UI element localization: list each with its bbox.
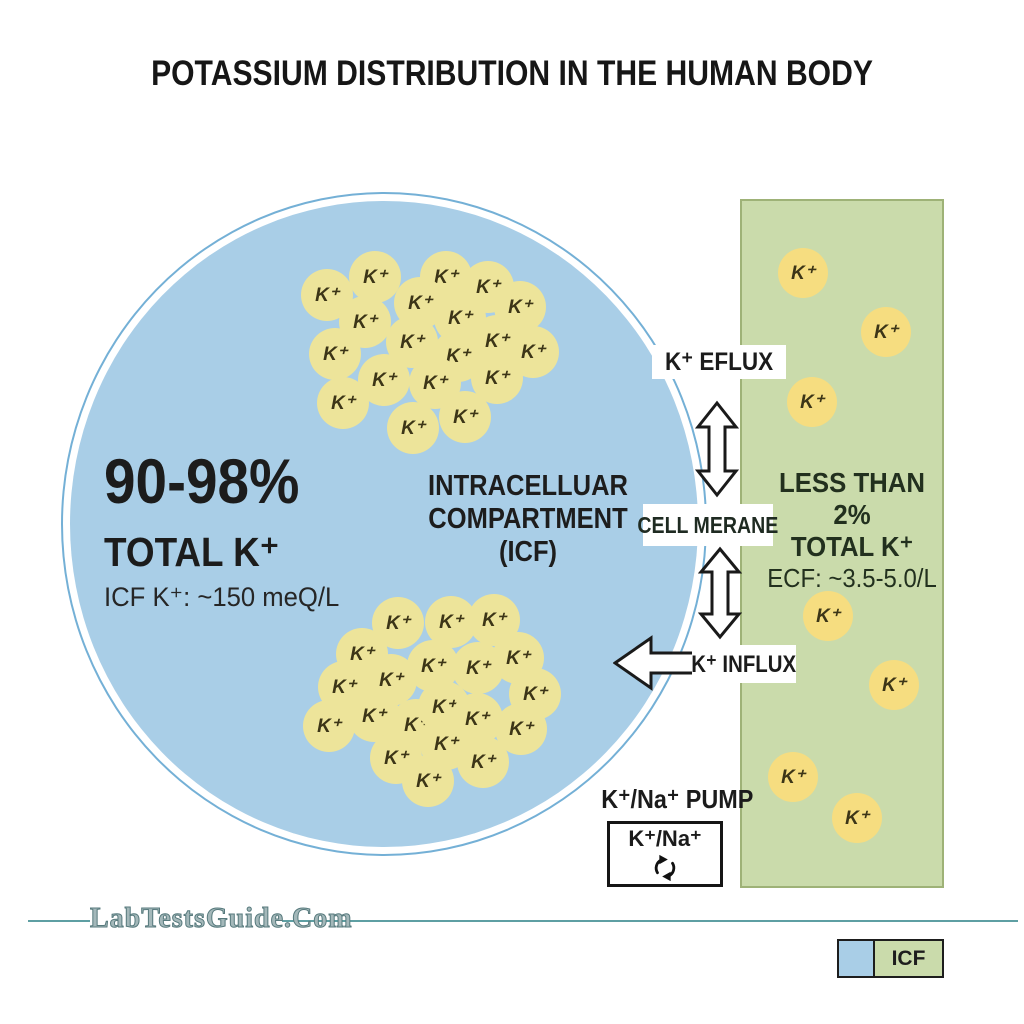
icf-percentage: 90-98% bbox=[104, 447, 300, 517]
legend-label-cell: ICF bbox=[875, 941, 942, 976]
icf-compartment-line2: COMPARTMENT bbox=[428, 503, 628, 535]
icf-concentration: ICF K⁺: ~150 meQ/L bbox=[104, 582, 340, 612]
ecf-total-label: TOTAL K⁺ bbox=[790, 531, 914, 562]
efflux-label-band: K⁺ EFLUX bbox=[652, 345, 786, 379]
cell-membrane-label: CELL MERANE bbox=[637, 511, 779, 538]
pump-box: K⁺/Na⁺ bbox=[607, 821, 723, 887]
footer-divider-left bbox=[28, 920, 90, 922]
ecf-concentration: ECF: ~3.5-5.0/L bbox=[767, 563, 937, 593]
cell-membrane-label-band: CELL MERANE bbox=[638, 504, 778, 546]
icf-compartment-caption: INTRACELLUAR COMPARTMENT (ICF) bbox=[422, 470, 633, 569]
efflux-double-arrow-icon bbox=[695, 400, 739, 498]
ecf-percentage: LESS THAN 2% bbox=[779, 467, 925, 530]
page-title: POTASSIUM DISTRIBUTION IN THE HUMAN BODY bbox=[151, 54, 873, 93]
icf-compartment-line3: (ICF) bbox=[498, 536, 558, 568]
pump-cycle-icon bbox=[654, 854, 676, 882]
membrane-double-arrow-icon bbox=[698, 546, 742, 640]
pump-box-label: K⁺/Na⁺ bbox=[628, 826, 702, 851]
legend: ICF bbox=[837, 939, 944, 978]
efflux-label: K⁺ EFLUX bbox=[664, 348, 774, 376]
watermark: LabTestsGuide.Com bbox=[90, 903, 353, 935]
pump-title: K⁺/Na⁺ PUMP bbox=[601, 784, 754, 814]
icf-compartment-line1: INTRACELLUAR bbox=[428, 470, 628, 502]
influx-label-band: K⁺ INFLUX bbox=[692, 645, 796, 683]
influx-label: K⁺ INFLUX bbox=[691, 650, 797, 678]
legend-icf-swatch bbox=[839, 941, 875, 976]
icf-total-label: TOTAL K⁺ bbox=[104, 529, 280, 575]
legend-label: ICF bbox=[891, 946, 926, 970]
footer-divider-right bbox=[282, 920, 1018, 922]
ecf-caption: LESS THAN 2% TOTAL K⁺ ECF: ~3.5-5.0/L bbox=[760, 467, 944, 594]
